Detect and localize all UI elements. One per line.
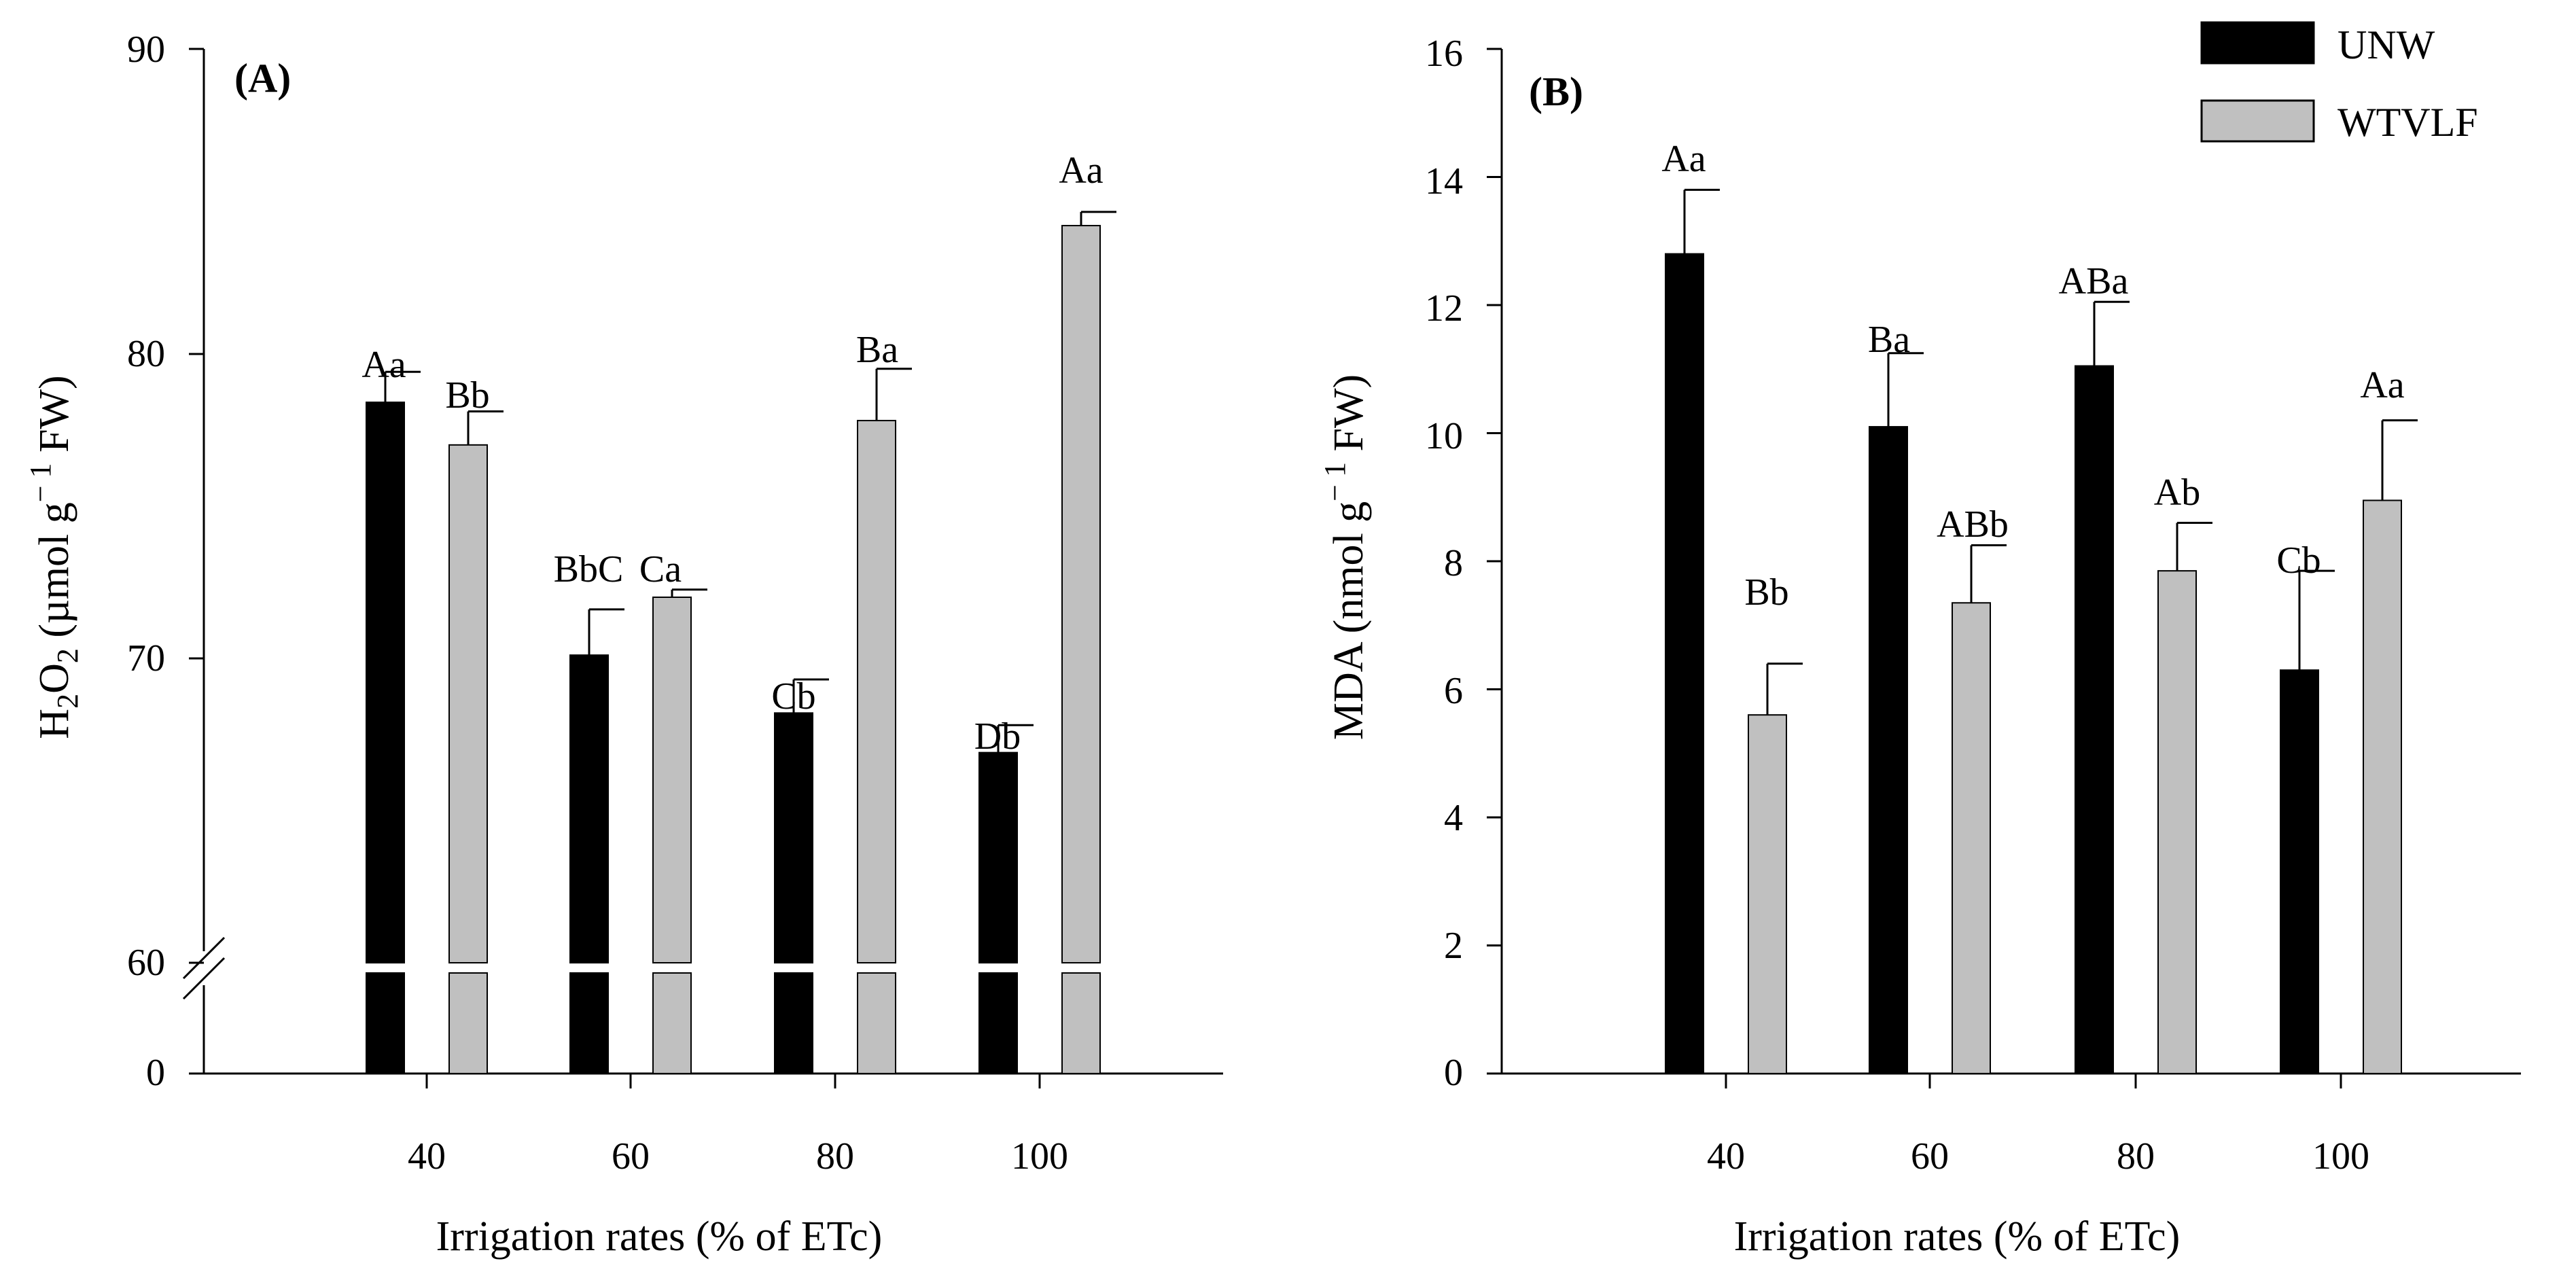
panel-b-label-wtvlf-100: Aa: [2360, 364, 2404, 406]
panel-a-ytick-0: 0: [146, 1052, 165, 1094]
panel-a-label-wtvlf-100: Aa: [1059, 149, 1103, 192]
panel-a-y-axis-title: H2O2 (µmol g− 1 FW): [24, 375, 84, 739]
panel-a-axis-break-mark-1: [182, 936, 226, 980]
panel-a-bar-unw-40-lower: [366, 972, 405, 1074]
panel-a-label-wtvlf-60: Ca: [639, 548, 682, 590]
panel-b-bar-unw-100: [2280, 669, 2319, 1074]
panel-a-ytick-90: 90: [127, 29, 165, 71]
panel-b-x-tick-labels: 40 60 80 100: [1707, 1135, 2369, 1177]
panel-b-label-unw-80: ABa: [2059, 260, 2129, 302]
panel-a-bar-wtvlf-60-upper: [652, 597, 692, 963]
panel-b-bar-wtvlf-40: [1748, 714, 1787, 1074]
panel-a-bar-wtvlf-60-lower: [652, 972, 692, 1074]
panel-a-label-unw-40: Aa: [361, 344, 406, 386]
panel-b-xtick-100: 100: [2312, 1135, 2369, 1177]
panel-b-ytick-12: 12: [1425, 287, 1463, 330]
legend-swatch-wtvlf: [2200, 99, 2315, 143]
panel-b-label-wtvlf-60: ABb: [1937, 503, 2009, 546]
panel-a: (A) 0 60 70 80 90 40 60 80 100 Irrigatio…: [24, 29, 1223, 1260]
panel-a-xtick-60: 60: [612, 1135, 650, 1177]
panel-a-bar-unw-80-lower: [774, 972, 813, 1074]
panel-a-ytick-80: 80: [127, 333, 165, 375]
panel-a-axis-break-mark-2: [182, 957, 226, 1000]
panel-a-x-axis-title: Irrigation rates (% of ETc): [436, 1213, 883, 1260]
panel-a-ytick-70: 70: [127, 637, 165, 679]
panel-b-bar-wtvlf-80: [2157, 570, 2197, 1074]
panel-a-label-unw-80: Cb: [771, 675, 815, 717]
panel-b-ytick-8: 8: [1444, 542, 1463, 584]
legend: UNW WTVLF: [2200, 21, 2478, 145]
panel-b-significance-labels: Aa Bb Ba ABb ABa Ab Cb Aa: [1661, 138, 2404, 614]
panel-a-bar-unw-100-upper: [978, 751, 1018, 964]
panel-b-bar-unw-40: [1665, 253, 1704, 1075]
panel-a-bar-wtvlf-100-upper: [1061, 225, 1101, 963]
legend-swatch-unw: [2200, 21, 2315, 65]
panel-b-y-axis-title: MDA (nmol g− 1 FW): [1318, 374, 1372, 740]
panel-a-bar-wtvlf-80-upper: [857, 419, 896, 963]
panel-b-xtick-80: 80: [2117, 1135, 2155, 1177]
panel-a-xtick-40: 40: [408, 1135, 446, 1177]
panel-a-bar-unw-60-lower: [569, 972, 609, 1074]
panel-b: (B) 0 2 4 6 8 10 12 14 16 40 60 80 100 I…: [1318, 21, 2521, 1260]
panel-a-ytick-60: 60: [127, 942, 165, 984]
panel-a-bar-unw-80-upper: [774, 712, 813, 964]
panel-b-label-wtvlf-40: Bb: [1744, 571, 1788, 614]
panel-a-label-wtvlf-40: Bb: [445, 374, 489, 417]
panel-b-ytick-2: 2: [1444, 925, 1463, 967]
panel-a-bars: [366, 211, 1116, 1074]
panel-b-ytick-10: 10: [1425, 415, 1463, 457]
panel-a-bar-unw-60-upper: [569, 654, 609, 964]
panel-a-xtick-100: 100: [1011, 1135, 1068, 1177]
panel-a-y-ticks: 0 60 70 80 90: [127, 29, 165, 1094]
panel-b-ytick-16: 16: [1425, 33, 1463, 75]
panel-b-label-unw-40: Aa: [1661, 138, 1706, 180]
panel-a-significance-labels: Aa Bb BbC Ca Cb Ba Db Aa: [361, 149, 1103, 758]
panel-a-label-unw-100: Db: [974, 715, 1021, 758]
panel-b-bar-unw-80: [2075, 365, 2114, 1074]
panel-a-bar-wtvlf-40-lower: [448, 972, 488, 1074]
panel-a-tag: (A): [234, 56, 291, 101]
panel-a-bar-unw-100-lower: [978, 972, 1018, 1074]
panel-b-xtick-40: 40: [1707, 1135, 1745, 1177]
panel-b-bars: [1665, 188, 2418, 1075]
panel-b-label-unw-60: Ba: [1868, 319, 1910, 361]
panel-b-label-unw-100: Cb: [2276, 539, 2321, 582]
panel-b-bar-unw-60: [1869, 426, 1908, 1074]
panel-b-ytick-6: 6: [1444, 670, 1463, 712]
panel-b-bar-wtvlf-60: [1952, 602, 1991, 1074]
panel-b-ytick-0: 0: [1444, 1052, 1463, 1094]
panel-a-x-tick-labels: 40 60 80 100: [408, 1135, 1068, 1177]
panel-b-xtick-60: 60: [1911, 1135, 1949, 1177]
panel-a-bar-wtvlf-80-lower: [857, 972, 896, 1074]
panel-b-ytick-14: 14: [1425, 160, 1463, 202]
panel-b-y-ticks: 0 2 4 6 8 10 12 14 16: [1425, 33, 1463, 1094]
legend-label-wtvlf: WTVLF: [2337, 100, 2478, 145]
panel-a-label-unw-60: BbC: [554, 548, 624, 590]
panel-a-xtick-80: 80: [816, 1135, 854, 1177]
panel-a-bar-wtvlf-100-lower: [1061, 972, 1101, 1074]
panel-b-tag: (B): [1529, 69, 1583, 114]
legend-label-unw: UNW: [2337, 22, 2435, 67]
panel-b-ytick-4: 4: [1444, 797, 1463, 839]
panel-b-label-wtvlf-80: Ab: [2154, 472, 2200, 514]
panel-a-label-wtvlf-80: Ba: [856, 329, 898, 371]
panel-a-bar-unw-40-upper: [366, 402, 405, 963]
panel-a-bar-wtvlf-40-upper: [448, 444, 488, 963]
panel-b-bar-wtvlf-100: [2363, 499, 2402, 1074]
panel-b-x-axis-title: Irrigation rates (% of ETc): [1734, 1213, 2181, 1260]
